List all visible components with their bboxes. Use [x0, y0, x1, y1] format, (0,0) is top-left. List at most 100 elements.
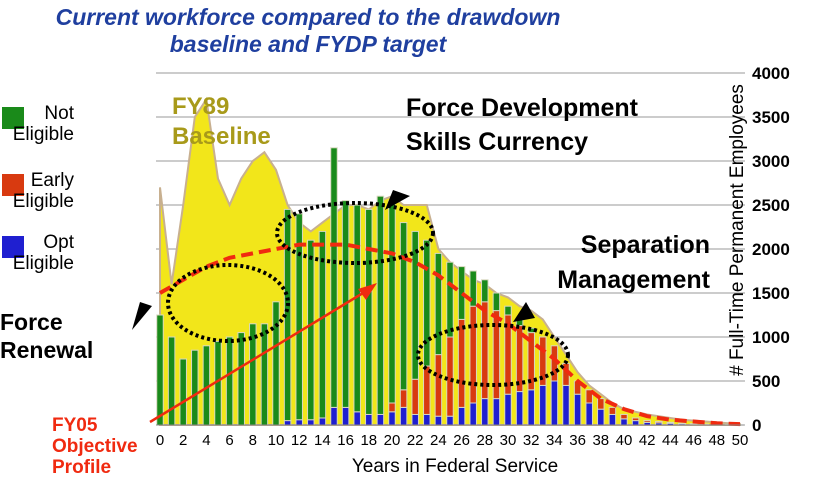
- bar-segment: [492, 310, 501, 400]
- legend-swatch: [2, 236, 24, 258]
- bar-segment: [225, 336, 234, 426]
- bar-segment: [411, 230, 419, 380]
- x-tick-label: 20: [384, 432, 401, 449]
- x-tick-label: 36: [569, 432, 586, 449]
- y-tick-label: 1000: [752, 328, 790, 347]
- x-tick-label: 6: [225, 432, 233, 449]
- chart-title: Current workforce compared to the drawdo…: [55, 4, 561, 57]
- bar-segment: [318, 417, 327, 426]
- x-tick-label: 16: [337, 432, 354, 449]
- bar-segment: [434, 415, 443, 426]
- bar-segment: [330, 147, 338, 408]
- bar-segment: [399, 222, 408, 391]
- bar-segment: [214, 340, 222, 426]
- legend-swatch: [2, 107, 24, 129]
- bar-segment: [446, 261, 454, 338]
- x-axis-label: Years in Federal Service: [352, 456, 558, 477]
- bar-segment: [388, 402, 396, 413]
- bar-segment: [631, 420, 640, 426]
- bar-segment: [318, 230, 327, 419]
- bar-segment: [469, 270, 477, 307]
- bar-segment: [573, 393, 582, 426]
- annotation: Force Renewal: [0, 309, 94, 363]
- bar-segment: [620, 413, 628, 420]
- bar-segment: [307, 419, 315, 426]
- bar-segment: [457, 406, 466, 426]
- x-tick-label: 24: [430, 432, 447, 449]
- bar-segment: [423, 239, 431, 367]
- x-tick-label: 26: [453, 432, 470, 449]
- x-tick-label: 50: [732, 432, 749, 449]
- bar-segment: [504, 393, 512, 426]
- x-tick-label: 48: [708, 432, 725, 449]
- annotation: FY89 Baseline: [172, 93, 271, 150]
- bar-segment: [423, 413, 431, 426]
- bar-segment: [399, 389, 408, 408]
- bar-segment: [446, 415, 454, 426]
- annotation: Separation Management: [557, 231, 710, 294]
- bar-segment: [388, 200, 396, 404]
- bar-segment: [631, 417, 640, 422]
- y-tick-label: 500: [752, 372, 780, 391]
- bar-segment: [283, 208, 292, 422]
- x-tick-label: 12: [291, 432, 308, 449]
- y-tick-label: 2000: [752, 240, 790, 259]
- bar-segment: [585, 389, 593, 404]
- bar-segment: [295, 419, 303, 426]
- x-tick-label: 34: [546, 432, 563, 449]
- bar-segment: [620, 418, 628, 426]
- bar-segment: [156, 314, 164, 426]
- bar-segment: [202, 345, 211, 426]
- bar-segment: [179, 358, 187, 426]
- y-tick-label: 1500: [752, 284, 790, 303]
- bar-segment: [527, 327, 535, 334]
- bar-segment: [608, 406, 617, 415]
- bar-segment: [376, 195, 385, 415]
- bar-segment: [504, 305, 512, 316]
- bar-segment: [237, 332, 245, 426]
- x-tick-label: 28: [476, 432, 493, 449]
- objective-label: FY05 Objective Profile: [52, 415, 138, 478]
- x-tick-label: 46: [685, 432, 702, 449]
- bar-segment: [341, 406, 350, 426]
- bar-segment: [515, 318, 524, 327]
- bar-segment: [481, 279, 489, 303]
- annotation: Force Development Skills Currency: [406, 94, 639, 156]
- bar-segment: [585, 402, 593, 426]
- bar-segment: [353, 411, 361, 426]
- bar-segment: [539, 384, 547, 426]
- bar-segment: [341, 200, 350, 408]
- x-tick-label: 40: [616, 432, 633, 449]
- x-tick-label: 18: [360, 432, 377, 449]
- bar-segment: [423, 365, 431, 415]
- bar-segment: [365, 413, 373, 426]
- bar-segment: [376, 413, 385, 426]
- bar-segment: [307, 239, 315, 421]
- bar-segment: [365, 208, 373, 415]
- x-tick-label: 10: [268, 432, 285, 449]
- y-tick-label: 3000: [752, 152, 790, 171]
- bar-segment: [515, 391, 524, 426]
- bar-segment: [527, 389, 535, 426]
- bar-segment: [469, 305, 477, 404]
- legend-label: Not Eligible: [12, 103, 74, 145]
- legend-swatch: [2, 174, 24, 196]
- y-tick-label: 0: [752, 416, 761, 435]
- bar-segment: [666, 421, 675, 424]
- x-tick-label: 2: [179, 432, 187, 449]
- bar-segment: [492, 292, 501, 312]
- x-tick-label: 4: [202, 432, 210, 449]
- x-tick-label: 44: [662, 432, 679, 449]
- bar-segment: [655, 420, 663, 424]
- y-tick-label: 3500: [752, 108, 790, 127]
- x-tick-label: 8: [249, 432, 257, 449]
- x-tick-label: 30: [500, 432, 517, 449]
- bar-segment: [167, 336, 176, 426]
- bar-segment: [191, 349, 199, 426]
- bar-segment: [550, 380, 559, 426]
- x-tick-label: 32: [523, 432, 540, 449]
- bar-segment: [330, 406, 338, 426]
- bar-segment: [434, 252, 443, 356]
- legend-label: Early Eligible: [12, 170, 74, 212]
